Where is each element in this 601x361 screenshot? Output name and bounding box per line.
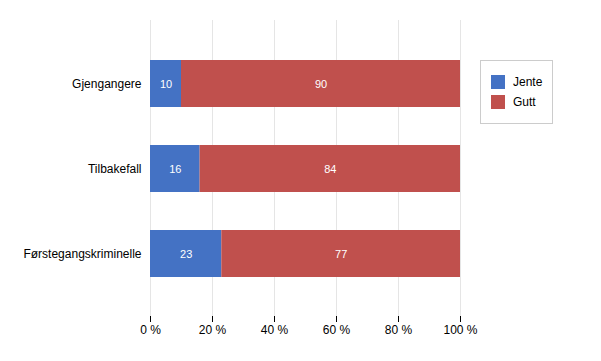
svg-text:Førstegangskriminelle: Førstegangskriminelle: [23, 247, 141, 261]
svg-text:84: 84: [324, 163, 336, 175]
svg-text:Tilbakefall: Tilbakefall: [88, 162, 142, 176]
svg-text:40 %: 40 %: [261, 323, 289, 337]
svg-text:100 %: 100 %: [443, 323, 477, 337]
svg-text:20 %: 20 %: [199, 323, 227, 337]
html-text:Jente: Jente: [513, 75, 543, 89]
svg-text:80 %: 80 %: [385, 323, 413, 337]
svg-text:90: 90: [315, 78, 327, 90]
svg-text:10: 10: [160, 78, 172, 90]
svg-text:23: 23: [180, 248, 192, 260]
html-text:Gutt: Gutt: [513, 95, 536, 109]
svg-text:0 %: 0 %: [140, 323, 161, 337]
svg-text:Gjengangere: Gjengangere: [72, 77, 142, 91]
svg-text:77: 77: [335, 248, 347, 260]
svg-text:16: 16: [169, 163, 181, 175]
svg-text:60 %: 60 %: [323, 323, 351, 337]
